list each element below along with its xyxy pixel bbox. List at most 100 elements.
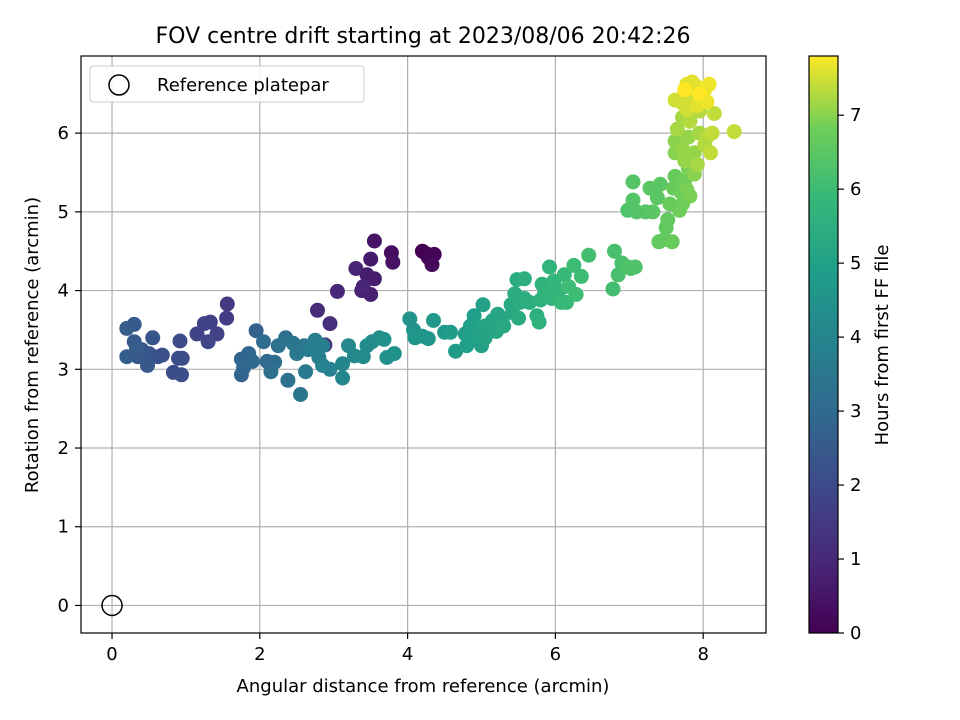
data-point	[128, 339, 144, 355]
data-point	[335, 370, 351, 386]
data-point	[703, 145, 719, 161]
colorbar: 0 1 2 3 4 5 6 7 Hours from first FF file	[808, 55, 893, 644]
legend-marker-icon	[108, 74, 130, 96]
data-point	[475, 297, 491, 313]
data-point	[660, 212, 676, 228]
colorbar-tick-label: 4	[850, 327, 861, 348]
x-tick-label: 4	[402, 644, 413, 665]
data-point	[511, 310, 526, 326]
data-point	[270, 338, 286, 354]
data-point	[627, 259, 643, 275]
data-point	[366, 233, 382, 249]
data-point	[322, 316, 338, 332]
plot-area: 0 2 4 6 8 0 1 2 3 4 5 6	[58, 55, 767, 665]
data-point	[686, 145, 702, 161]
data-point	[531, 314, 547, 330]
x-axis-ticks: 0 2 4 6 8	[106, 633, 709, 665]
data-point	[645, 204, 661, 220]
data-point	[726, 124, 742, 140]
legend: Reference platepar	[89, 65, 365, 103]
colorbar-ticks: 0 1 2 3 4 5 6 7	[838, 105, 861, 644]
data-point	[119, 320, 135, 336]
data-point	[386, 346, 402, 362]
data-point	[424, 257, 440, 273]
data-point	[348, 261, 364, 276]
legend-box	[89, 65, 365, 103]
plot-background	[81, 56, 766, 633]
y-tick-label: 5	[58, 202, 69, 223]
y-tick-label: 3	[58, 359, 69, 380]
colorbar-tick-label: 1	[850, 549, 861, 570]
data-point	[701, 76, 717, 92]
data-point	[293, 387, 308, 402]
data-point	[466, 308, 482, 324]
data-point	[335, 356, 351, 372]
data-point	[649, 190, 665, 206]
x-axis-label: Angular distance from reference (arcmin)	[237, 676, 610, 697]
x-tick-label: 8	[697, 644, 708, 665]
data-point	[355, 279, 371, 295]
x-tick-label: 0	[106, 644, 117, 665]
colorbar-tick-label: 2	[850, 475, 861, 496]
data-point	[385, 254, 401, 270]
data-point	[625, 174, 641, 190]
data-point	[652, 176, 668, 192]
data-point	[516, 271, 532, 287]
data-point	[704, 125, 720, 141]
data-point	[675, 141, 690, 157]
data-point	[145, 330, 161, 346]
data-point	[420, 331, 436, 347]
data-point	[315, 338, 331, 354]
chart-title: FOV centre drift starting at 2023/08/06 …	[156, 24, 691, 49]
data-points	[119, 74, 742, 402]
data-point	[669, 121, 685, 137]
data-point	[359, 267, 375, 283]
data-point	[172, 333, 188, 349]
data-point	[605, 281, 621, 297]
colorbar-tick-label: 6	[850, 179, 861, 200]
data-point	[689, 157, 705, 173]
data-point	[542, 259, 557, 275]
y-tick-label: 1	[58, 517, 69, 538]
data-point	[443, 324, 458, 340]
data-point	[154, 347, 170, 363]
data-point	[607, 243, 622, 259]
data-point	[322, 361, 338, 377]
data-point	[677, 82, 693, 98]
y-tick-label: 6	[58, 123, 69, 144]
data-point	[682, 113, 698, 129]
y-axis-label: Rotation from reference (arcmin)	[22, 197, 43, 493]
legend-label: Reference platepar	[157, 75, 329, 96]
data-point	[298, 364, 314, 380]
colorbar-gradient	[808, 55, 839, 634]
data-point	[200, 334, 216, 350]
data-point	[556, 267, 572, 283]
data-point	[219, 310, 235, 326]
data-point	[189, 326, 205, 342]
data-point	[566, 257, 582, 273]
reference-platepar-marker	[101, 594, 123, 617]
data-point	[119, 349, 135, 365]
data-point	[625, 192, 641, 208]
data-point	[219, 296, 235, 312]
data-point	[376, 331, 392, 347]
data-point	[171, 350, 186, 366]
data-point	[682, 188, 698, 204]
data-point	[664, 234, 680, 250]
y-axis-ticks: 0 1 2 3 4 5 6	[58, 123, 81, 616]
y-tick-label: 2	[58, 438, 69, 459]
data-point	[568, 287, 584, 302]
y-tick-label: 4	[58, 281, 69, 302]
data-point	[573, 268, 589, 284]
colorbar-tick-label: 3	[850, 401, 861, 422]
data-point	[140, 357, 155, 373]
data-point	[363, 251, 379, 267]
data-point	[496, 318, 512, 334]
x-tick-label: 2	[254, 644, 265, 665]
data-point	[280, 372, 296, 388]
data-point	[248, 323, 264, 339]
data-point	[310, 302, 325, 318]
colorbar-tick-label: 7	[850, 105, 861, 126]
data-point	[263, 364, 279, 380]
